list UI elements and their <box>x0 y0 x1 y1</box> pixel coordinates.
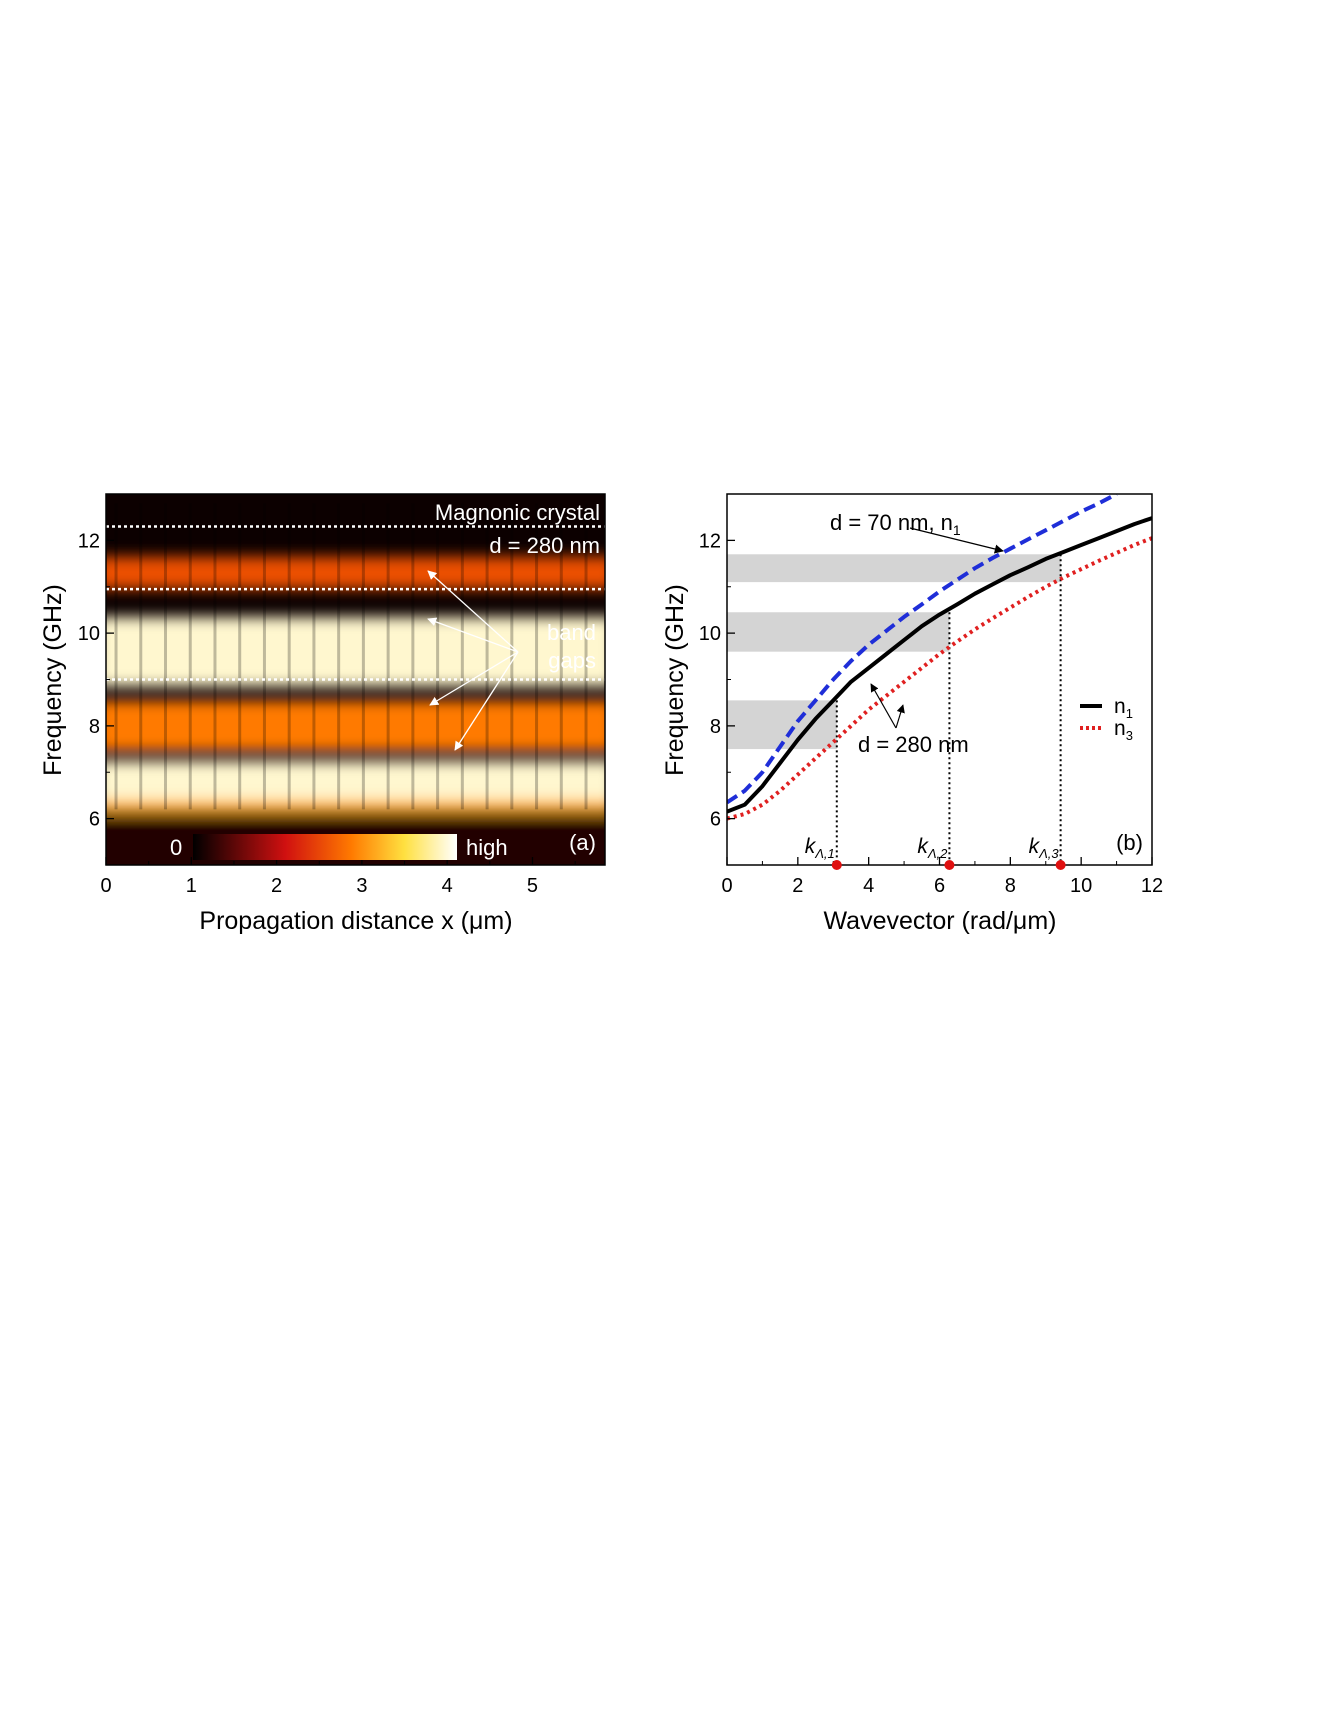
x-tick-label: 2 <box>271 875 282 897</box>
x-tick-label: 3 <box>356 875 367 897</box>
heat-stripe <box>386 503 390 810</box>
heat-stripe <box>337 503 341 810</box>
panel-a-xlabel: Propagation distance x (μm) <box>199 907 512 935</box>
panel-b-frame <box>726 493 1153 866</box>
heat-stripe <box>485 503 489 810</box>
heat-stripe <box>411 503 415 810</box>
panel-a-ylabel: Frequency (GHz) <box>39 584 67 776</box>
x-tick-label: 0 <box>721 875 732 897</box>
panel-b-label: (b) <box>1116 830 1143 855</box>
k-dot-2 <box>944 860 955 870</box>
curve-dashed-2 <box>727 494 1118 805</box>
crystal-title: Magnonic crystal <box>435 500 600 525</box>
heatmap-bands <box>106 556 605 865</box>
k-label-2: kΛ,2 <box>917 835 948 861</box>
heat-stripe <box>114 503 118 810</box>
crystal-period: d = 280 nm <box>489 533 600 558</box>
d280-arrow-1 <box>870 683 897 729</box>
y-tick-label: 6 <box>710 809 721 831</box>
k-marker-labels: kΛ,1 kΛ,2 kΛ,3 <box>805 835 1060 861</box>
heat-stripe <box>238 503 242 810</box>
d280-arrow-2 <box>895 704 905 729</box>
legend-n3-label: n3 <box>1114 717 1133 743</box>
heat-stripe <box>584 503 588 810</box>
dispersion-curves <box>727 494 1152 821</box>
legend: n1 n3 <box>1080 695 1133 743</box>
y-tick-label: 10 <box>78 623 100 645</box>
k-marker-dots <box>831 860 1066 870</box>
colorbar-high-label: high <box>466 835 508 860</box>
panel-b-ylabel: Frequency (GHz) <box>661 584 689 776</box>
heat-band-0 <box>106 616 605 687</box>
band-gap-shading <box>727 554 1061 750</box>
x-tick-label: 4 <box>863 875 874 897</box>
x-tick-label: 12 <box>1141 875 1163 897</box>
y-tick-label: 10 <box>699 623 721 645</box>
heat-stripe <box>139 503 143 810</box>
heat-stripe <box>262 503 266 810</box>
colorbar-low-label: 0 <box>170 835 182 860</box>
heat-stripe <box>559 503 563 810</box>
curve-solid-0 <box>727 516 1152 814</box>
heatmap-stripes <box>114 503 588 810</box>
x-tick-label: 2 <box>792 875 803 897</box>
x-tick-label: 8 <box>1005 875 1016 897</box>
panel-a-label: (a) <box>569 830 596 855</box>
heat-stripe <box>213 503 217 810</box>
x-tick-label: 5 <box>527 875 538 897</box>
d70-annotation: d = 70 nm, n1 <box>830 510 961 538</box>
heat-band-1 <box>106 700 605 752</box>
d280-annotation: d = 280 nm <box>858 732 969 757</box>
heat-stripe <box>535 503 539 810</box>
k-label-1: kΛ,1 <box>805 835 835 861</box>
legend-n1-label: n1 <box>1114 695 1133 721</box>
heat-stripe <box>287 503 291 810</box>
x-tick-label: 1 <box>186 875 197 897</box>
x-tick-label: 6 <box>934 875 945 897</box>
curve-dotted-1 <box>727 536 1152 821</box>
band-gap-lines <box>106 525 605 681</box>
y-tick-label: 12 <box>699 530 721 552</box>
k-dot-3 <box>1055 860 1066 870</box>
heat-stripe <box>188 503 192 810</box>
heat-stripe <box>460 503 464 810</box>
heat-stripe <box>436 503 440 810</box>
y-tick-label: 8 <box>89 716 100 738</box>
band-gap-arrows <box>427 570 519 751</box>
heat-stripe <box>312 503 316 810</box>
band-gap-rect-2 <box>727 554 1061 583</box>
heat-stripe <box>361 503 365 810</box>
band-gap-label-1: band <box>547 620 596 645</box>
x-tick-label: 10 <box>1070 875 1092 897</box>
k-label-3: kΛ,3 <box>1029 835 1060 861</box>
x-tick-label: 4 <box>442 875 453 897</box>
x-tick-label: 0 <box>100 875 111 897</box>
colorbar <box>193 834 457 860</box>
band-gap-label-2: gaps <box>548 648 596 673</box>
panel-b-dispersion: 0 2 4 6 8 10 12 6 8 10 12 kΛ,1 kΛ,2 kΛ,3 d = 70 nm, … <box>661 493 1163 935</box>
heat-band-3 <box>106 556 605 590</box>
heat-stripe <box>164 503 168 810</box>
y-tick-label: 8 <box>710 716 721 738</box>
heat-band-base <box>106 800 605 814</box>
k-marker-lines <box>835 554 1062 865</box>
y-tick-label: 12 <box>78 530 100 552</box>
panel-b-axes: 0 2 4 6 8 10 12 6 8 10 12 <box>699 493 1163 897</box>
d70-arrow <box>909 527 1004 554</box>
k-dot-1 <box>831 860 842 870</box>
y-tick-label: 6 <box>89 809 100 831</box>
panel-b-xlabel: Wavevector (rad/μm) <box>824 907 1057 935</box>
